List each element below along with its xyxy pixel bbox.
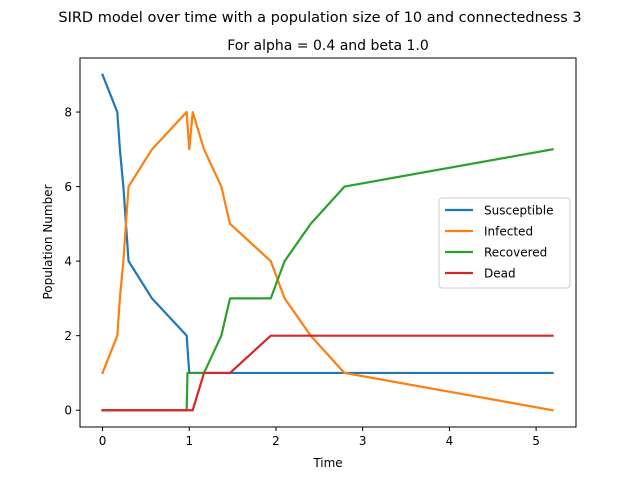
legend-label-infected: Infected — [484, 225, 533, 239]
axes-frame — [79, 57, 577, 428]
x-tick-label: 4 — [446, 434, 454, 448]
legend-label-recovered: Recovered — [484, 246, 547, 260]
y-tick-label: 6 — [64, 180, 72, 194]
legend-label-dead: Dead — [484, 267, 516, 281]
x-tick-label: 0 — [99, 434, 107, 448]
legend: Susceptible Infected Recovered Dead — [438, 197, 571, 289]
x-tick-label: 3 — [359, 434, 367, 448]
legend-label-susceptible: Susceptible — [484, 204, 553, 218]
y-tick-label: 8 — [64, 106, 72, 120]
y-tick-label: 2 — [64, 329, 72, 343]
x-tick-label: 1 — [185, 434, 193, 448]
y-tick-label: 0 — [64, 404, 72, 418]
legend-box — [438, 197, 571, 289]
series-line-infected — [101, 110, 554, 412]
y-axis-label: Population Number — [41, 184, 55, 299]
x-axis-label: Time — [312, 456, 342, 470]
chart-suptitle: SIRD model over time with a population s… — [58, 10, 581, 26]
x-tick-label: 5 — [532, 434, 540, 448]
plot-area: 0 1 2 3 4 5 0 2 4 6 8 — [64, 57, 577, 448]
series-line-recovered — [101, 148, 554, 412]
series-group — [101, 73, 554, 412]
chart-title: For alpha = 0.4 and beta 1.0 — [227, 38, 429, 54]
x-tick-label: 2 — [272, 434, 280, 448]
series-line-dead — [101, 334, 554, 412]
y-tick-label: 4 — [64, 255, 72, 269]
